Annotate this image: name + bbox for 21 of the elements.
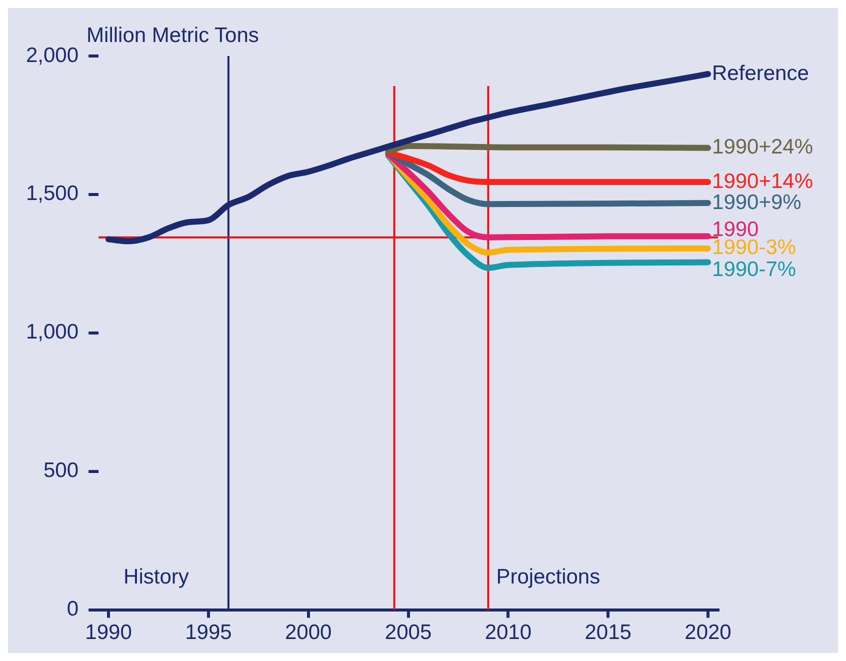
x-tick-label: 2020 [684, 621, 732, 644]
x-tick-label: 2005 [384, 621, 432, 644]
series-label: 1990+14% [712, 170, 814, 193]
series-label: Reference [712, 62, 809, 85]
x-tick-label: 2000 [285, 621, 332, 644]
y-tick-label: 500 [44, 459, 79, 482]
annotation: Projections [496, 566, 600, 589]
series-label: 1990-7% [712, 258, 796, 282]
y-tick-label: 1,000 [26, 320, 79, 344]
series-label: 1990+9% [712, 190, 802, 214]
y-tick-label: 1,500 [26, 182, 79, 206]
y-tick-label: 0 [66, 598, 79, 621]
series-label: 1990+24% [712, 136, 814, 159]
x-tick-label: 1990 [85, 621, 132, 644]
x-tick-label: 2010 [484, 621, 532, 644]
x-tick-label: 2015 [584, 621, 632, 644]
x-tick-label: 1995 [185, 621, 232, 644]
series-label: 1990-3% [712, 236, 796, 260]
annotation: History [124, 566, 190, 589]
y-axis-title: Million Metric Tons [86, 24, 259, 47]
y-tick-label: 2,000 [26, 44, 79, 67]
